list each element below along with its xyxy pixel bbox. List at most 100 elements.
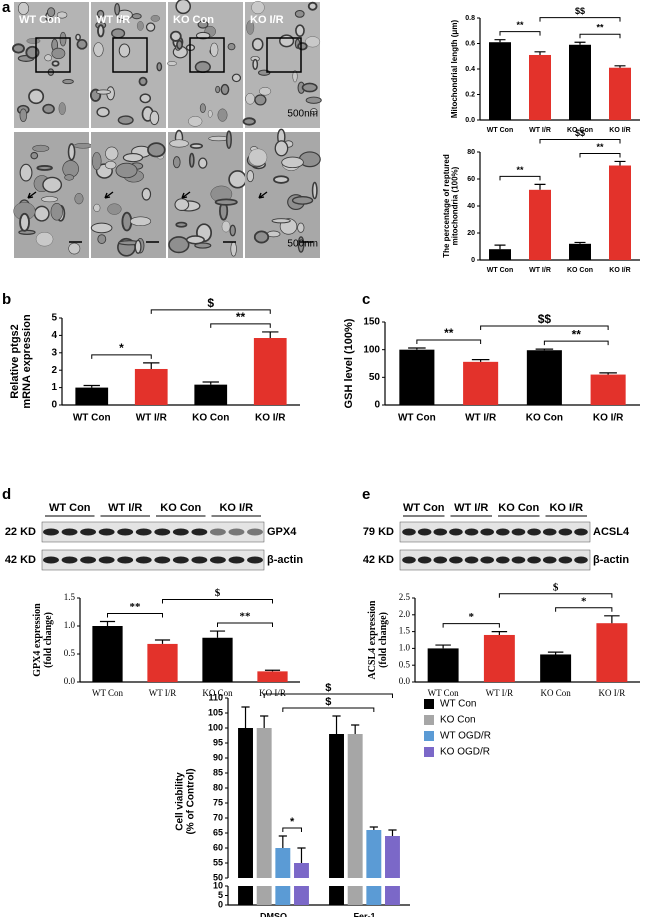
zoom-box bbox=[266, 37, 302, 73]
error-bar bbox=[494, 244, 506, 250]
organelle bbox=[93, 42, 104, 57]
band bbox=[480, 528, 494, 536]
condition-label: KO Con bbox=[173, 14, 214, 26]
organelle bbox=[188, 116, 203, 127]
y-tick-label: 0.0 bbox=[399, 676, 411, 686]
y-tick-label: 5 bbox=[51, 313, 57, 324]
bar-lower bbox=[385, 886, 400, 905]
y-tick-label: 3 bbox=[51, 347, 57, 358]
organelle bbox=[35, 232, 54, 247]
arrow bbox=[27, 191, 37, 199]
error-bar bbox=[388, 829, 397, 836]
organelle bbox=[254, 94, 267, 106]
bar-lower bbox=[294, 886, 309, 905]
significance-bracket bbox=[499, 31, 541, 36]
organelle bbox=[227, 42, 236, 51]
y-axis-label: The percentage of reptured bbox=[442, 154, 451, 258]
organelle bbox=[117, 115, 134, 125]
y-tick-label: 0.6 bbox=[465, 40, 475, 47]
organelle bbox=[115, 162, 138, 179]
organelle bbox=[207, 110, 213, 118]
x-tick-label: KO I/R bbox=[255, 413, 286, 424]
y-axis-label: GSH level (100%) bbox=[343, 318, 355, 408]
arrow bbox=[258, 191, 268, 199]
organelle bbox=[67, 143, 76, 161]
band bbox=[172, 528, 189, 536]
organelle bbox=[75, 33, 81, 41]
bar bbox=[427, 648, 459, 682]
error-bar bbox=[534, 183, 546, 190]
y-tick-label: 0 bbox=[374, 400, 380, 411]
y-tick-label: 60 bbox=[213, 842, 223, 852]
legend-label: WT OGD/R bbox=[440, 731, 491, 742]
bar bbox=[399, 349, 435, 405]
bar bbox=[526, 350, 562, 405]
band bbox=[417, 556, 432, 564]
bar-lower bbox=[256, 886, 272, 905]
micrograph: 500nm bbox=[245, 128, 321, 258]
y-tick-label: 0 bbox=[218, 899, 223, 909]
organelle bbox=[145, 22, 156, 32]
micrograph bbox=[168, 129, 247, 258]
significance-bracket bbox=[91, 354, 152, 359]
error-bar bbox=[351, 724, 360, 734]
scale-bar-label: 500nm bbox=[287, 109, 318, 120]
organelle bbox=[215, 85, 221, 94]
organelle bbox=[26, 38, 41, 44]
error-bar bbox=[534, 51, 546, 55]
organelle bbox=[259, 87, 272, 96]
band bbox=[228, 556, 245, 564]
significance-bracket bbox=[416, 339, 482, 345]
error-bar bbox=[535, 348, 554, 351]
bar bbox=[75, 387, 109, 405]
organelle bbox=[62, 78, 74, 85]
lane-label: WT Con bbox=[49, 502, 91, 514]
error-bar bbox=[241, 706, 250, 728]
band bbox=[527, 528, 541, 536]
significance-bracket bbox=[543, 340, 609, 346]
y-axis-label: (fold change) bbox=[378, 612, 389, 668]
organelle bbox=[248, 148, 268, 167]
y-axis-label: mitochondria (100%) bbox=[451, 166, 460, 245]
y-tick-label: 65 bbox=[213, 827, 223, 837]
significance-bracket bbox=[282, 707, 375, 712]
organelle bbox=[271, 218, 291, 224]
zoom-box bbox=[189, 37, 225, 73]
organelle bbox=[96, 9, 105, 19]
organelle bbox=[96, 106, 110, 118]
x-tick-label: DMSO bbox=[260, 911, 287, 917]
y-tick-label: 0.0 bbox=[465, 117, 475, 124]
bar-lower bbox=[238, 886, 253, 905]
protein-label: β-actin bbox=[267, 554, 303, 566]
x-tick-label: WT I/R bbox=[465, 413, 497, 424]
condition-label: WT I/R bbox=[96, 14, 130, 26]
band bbox=[61, 556, 78, 564]
organelle bbox=[12, 43, 25, 54]
significance-label: $$ bbox=[575, 128, 585, 138]
organelle bbox=[274, 140, 289, 157]
x-tick-label: WT I/R bbox=[529, 267, 551, 274]
micrograph: KO Con bbox=[167, 0, 243, 128]
significance-bracket bbox=[555, 607, 613, 612]
organelle bbox=[197, 20, 209, 29]
bar bbox=[134, 368, 168, 405]
y-axis-label: (% of Control) bbox=[186, 768, 197, 834]
y-tick-label: 55 bbox=[213, 857, 223, 867]
bar bbox=[257, 671, 288, 682]
band bbox=[574, 528, 588, 536]
bar-lower bbox=[347, 886, 363, 905]
organelle bbox=[41, 196, 58, 203]
panel-label: a bbox=[2, 0, 11, 16]
lane-label: WT I/R bbox=[108, 502, 142, 514]
band bbox=[542, 528, 557, 536]
organelle bbox=[174, 198, 190, 211]
blot-strip bbox=[399, 521, 591, 543]
organelle bbox=[129, 216, 152, 227]
error-bar bbox=[574, 41, 586, 45]
organelle bbox=[96, 89, 112, 95]
y-axis-label: Cell viability bbox=[175, 772, 186, 831]
error-bar bbox=[332, 715, 341, 734]
size-label: 79 KD bbox=[363, 526, 394, 538]
organelle bbox=[42, 176, 63, 193]
organelle bbox=[188, 152, 195, 168]
